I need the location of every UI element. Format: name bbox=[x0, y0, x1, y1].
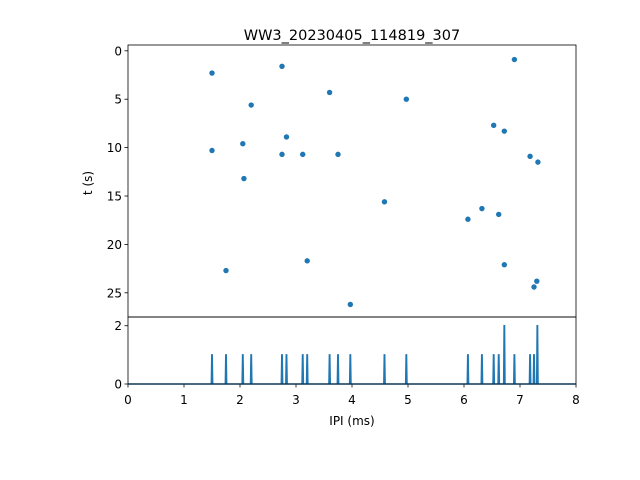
histogram-y-tick-label: 0 bbox=[114, 378, 122, 392]
scatter-point bbox=[241, 175, 247, 182]
histogram-y-ticks: 02 bbox=[114, 319, 128, 392]
scatter-point bbox=[403, 96, 410, 102]
scatter-point bbox=[248, 102, 254, 108]
scatter-points bbox=[209, 56, 541, 308]
x-tick-label: 4 bbox=[348, 393, 356, 407]
scatter-y-ticks: 0 5 10 15 20 25 bbox=[107, 44, 128, 300]
scatter-point bbox=[279, 151, 285, 158]
scatter-point bbox=[300, 151, 306, 158]
scatter-point bbox=[479, 205, 485, 212]
scatter-point bbox=[511, 56, 518, 63]
scatter-point bbox=[531, 284, 537, 290]
scatter-point bbox=[534, 278, 540, 284]
x-tick-label: 6 bbox=[460, 393, 468, 407]
scatter-point bbox=[283, 134, 290, 140]
scatter-point bbox=[465, 216, 471, 222]
scatter-point bbox=[240, 141, 246, 147]
scatter-point bbox=[209, 70, 215, 76]
x-tick-label: 1 bbox=[180, 393, 188, 407]
scatter-point bbox=[527, 153, 533, 160]
scatter-point bbox=[223, 267, 229, 274]
x-tick-label: 8 bbox=[572, 393, 580, 407]
histogram-y-tick-label: 2 bbox=[114, 319, 122, 333]
y-axis-label: t (s) bbox=[81, 171, 95, 195]
scatter-y-tick-label: 5 bbox=[114, 93, 122, 107]
chart-title: WW3_20230405_114819_307 bbox=[244, 28, 460, 44]
scatter-y-tick-label: 15 bbox=[107, 190, 122, 204]
scatter-point bbox=[304, 258, 310, 264]
scatter-point bbox=[501, 262, 508, 268]
scatter-point bbox=[326, 89, 333, 96]
histogram-axes-frame bbox=[127, 316, 577, 385]
x-tick-label: 5 bbox=[404, 393, 412, 407]
histogram-x-ticks: 0 1 2 3 4 5 6 7 8 bbox=[124, 384, 580, 407]
x-tick-label: 7 bbox=[516, 393, 524, 407]
scatter-point bbox=[535, 159, 541, 165]
scatter-point bbox=[501, 128, 508, 134]
scatter-point bbox=[490, 122, 497, 129]
scatter-point bbox=[496, 211, 502, 218]
scatter-y-tick-label: 10 bbox=[107, 141, 122, 155]
scatter-point bbox=[347, 301, 354, 308]
scatter-y-tick-label: 20 bbox=[107, 238, 122, 252]
scatter-point bbox=[279, 63, 285, 69]
x-axis-label: IPI (ms) bbox=[329, 414, 374, 428]
scatter-panel: WW3_20230405_114819_307 t (s) 0 5 10 15 20 25 bbox=[81, 28, 577, 318]
scatter-point bbox=[335, 151, 341, 158]
x-tick-label: 2 bbox=[236, 393, 244, 407]
scatter-y-tick-label: 0 bbox=[114, 44, 122, 58]
scatter-point bbox=[381, 199, 388, 205]
x-tick-label: 0 bbox=[124, 393, 132, 407]
x-tick-label: 3 bbox=[292, 393, 300, 407]
scatter-point bbox=[209, 147, 215, 154]
scatter-y-tick-label: 25 bbox=[107, 286, 122, 300]
